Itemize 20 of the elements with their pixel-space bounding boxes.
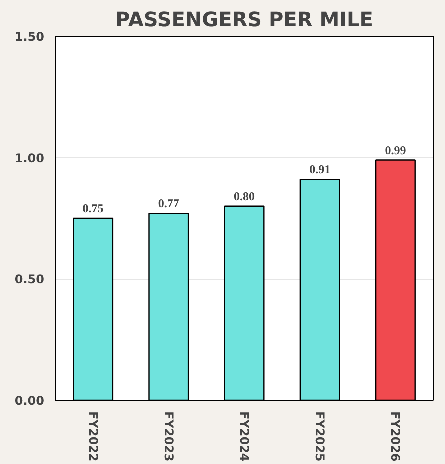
data-label: 0.75: [82, 202, 104, 216]
y-tick-label: 1.50: [14, 30, 44, 44]
x-tick-label: FY2022: [86, 412, 100, 462]
y-tick-label: 0.50: [14, 272, 44, 287]
data-label: 0.91: [310, 162, 331, 177]
x-tick-label: FY2023: [162, 412, 176, 462]
bar: [300, 179, 340, 400]
x-tick-label: FY2024: [238, 412, 252, 462]
bar: [73, 218, 114, 400]
bar: [375, 160, 416, 400]
y-tick-label: 1.00: [14, 151, 44, 166]
x-tick-label: FY2026: [388, 412, 403, 462]
data-label: 0.77: [158, 196, 180, 211]
data-label: 0.99: [385, 143, 406, 158]
y-tick-label: 0.00: [14, 394, 44, 408]
bar: [148, 213, 190, 400]
chart-title: PASSENGERS PER MILE: [116, 8, 374, 32]
x-tick-label: FY2025: [313, 412, 328, 462]
data-label: 0.80: [234, 189, 255, 204]
bar: [224, 206, 265, 400]
